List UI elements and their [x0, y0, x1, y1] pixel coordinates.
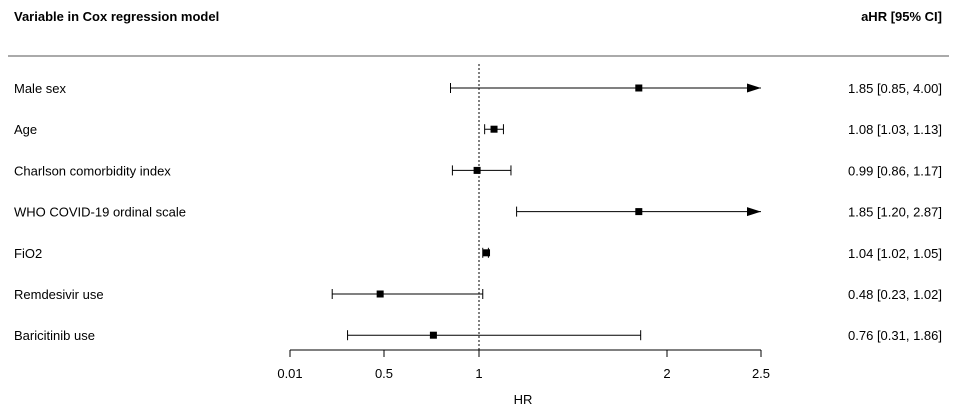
- forest-row: Baricitinib use 0.76 [0.31, 1.86]: [14, 328, 942, 343]
- row-label: FiO2: [14, 246, 42, 261]
- row-label: Charlson comorbidity index: [14, 163, 171, 178]
- x-axis: 0.01 0.5 1 2 2.5: [277, 349, 770, 381]
- point-estimate: [635, 208, 643, 216]
- forest-row: Charlson comorbidity index 0.99 [0.86, 1.…: [14, 163, 942, 178]
- x-tick-label: 0.5: [375, 366, 393, 381]
- forest-row: Male sex 1.85 [0.85, 4.00]: [14, 81, 942, 96]
- header-ahr: aHR [95% CI]: [861, 9, 942, 24]
- point-estimate: [429, 331, 437, 339]
- ci-arrow: [747, 207, 761, 217]
- row-label: Baricitinib use: [14, 328, 95, 343]
- point-estimate: [483, 249, 491, 257]
- row-ci-text: 1.08 [1.03, 1.13]: [848, 122, 942, 137]
- row-ci-text: 1.85 [1.20, 2.87]: [848, 205, 942, 220]
- row-ci-text: 1.04 [1.02, 1.05]: [848, 246, 942, 261]
- row-ci-text: 0.48 [0.23, 1.02]: [848, 287, 942, 302]
- row-label: Male sex: [14, 81, 67, 96]
- point-estimate: [376, 290, 384, 298]
- row-ci-text: 0.76 [0.31, 1.86]: [848, 328, 942, 343]
- point-estimate: [635, 84, 643, 92]
- x-axis-label: HR: [514, 392, 533, 407]
- header-variable: Variable in Cox regression model: [14, 9, 219, 24]
- point-estimate: [473, 166, 481, 174]
- rows-layer: Male sex 1.85 [0.85, 4.00] Age 1.08 [1.03, …: [14, 64, 942, 350]
- x-tick-label: 0.01: [277, 366, 302, 381]
- point-estimate: [490, 125, 498, 133]
- x-tick-label: 2.5: [752, 366, 770, 381]
- x-tick-label: 1: [475, 366, 482, 381]
- forest-row: Remdesivir use 0.48 [0.23, 1.02]: [14, 287, 942, 302]
- row-ci-text: 1.85 [0.85, 4.00]: [848, 81, 942, 96]
- row-label: Remdesivir use: [14, 287, 104, 302]
- row-label: WHO COVID-19 ordinal scale: [14, 205, 186, 220]
- x-tick-label: 2: [663, 366, 670, 381]
- forest-row: Age 1.08 [1.03, 1.13]: [14, 122, 942, 137]
- ci-arrow: [747, 83, 761, 93]
- forest-row: WHO COVID-19 ordinal scale 1.85 [1.20, 2.…: [14, 205, 942, 220]
- row-ci-text: 0.99 [0.86, 1.17]: [848, 163, 942, 178]
- row-label: Age: [14, 122, 37, 137]
- forest-row: FiO2 1.04 [1.02, 1.05]: [14, 246, 942, 261]
